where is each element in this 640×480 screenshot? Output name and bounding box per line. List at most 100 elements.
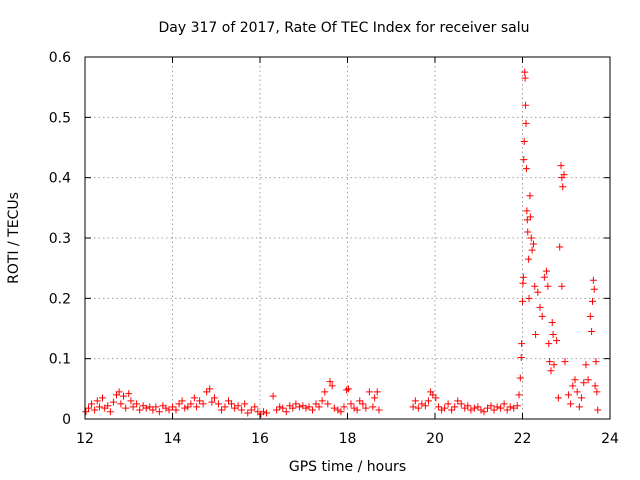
data-point (454, 397, 462, 405)
data-point (418, 400, 426, 408)
data-point (549, 331, 557, 339)
data-point (409, 403, 417, 411)
y-tick-label: 0.5 (49, 110, 71, 126)
data-point (526, 213, 534, 221)
data-point (560, 171, 568, 179)
data-point (547, 367, 555, 375)
data-point (528, 246, 536, 254)
data-point (263, 409, 271, 417)
data-point (474, 403, 482, 411)
x-tick-label: 18 (339, 431, 357, 447)
data-point (497, 404, 505, 412)
data-point (487, 402, 495, 410)
data-point (82, 408, 90, 416)
data-point (441, 404, 449, 412)
data-point (149, 406, 157, 414)
data-point (125, 390, 133, 398)
data-point (117, 400, 125, 408)
data-point (464, 402, 472, 410)
data-point (146, 403, 154, 411)
data-point (421, 402, 429, 410)
data-point (88, 400, 96, 408)
data-point (448, 406, 456, 414)
data-point (208, 398, 216, 406)
data-point (546, 358, 554, 366)
data-point (414, 404, 422, 412)
data-point (438, 406, 446, 414)
data-point (567, 400, 575, 408)
data-point (315, 403, 323, 411)
data-point (503, 406, 511, 414)
data-point (133, 400, 141, 408)
data-point (527, 234, 535, 242)
data-point (369, 403, 377, 411)
data-point (524, 228, 532, 236)
data-point (424, 397, 432, 405)
data-point (225, 397, 232, 405)
data-point (211, 394, 218, 402)
x-tick-label: 22 (514, 431, 532, 447)
data-point (540, 273, 548, 281)
data-point (206, 385, 214, 393)
data-point (532, 331, 540, 339)
y-tick-label: 0.4 (49, 171, 71, 187)
data-point (444, 400, 452, 408)
data-point (500, 400, 508, 408)
data-point (221, 403, 229, 411)
data-point (569, 382, 577, 390)
data-points (82, 68, 602, 418)
data-point (519, 297, 526, 305)
data-point (591, 382, 599, 390)
data-point (432, 394, 440, 402)
data-point (251, 403, 259, 411)
data-point (330, 404, 338, 412)
data-point (193, 403, 201, 411)
data-point (586, 312, 594, 320)
data-point (324, 400, 332, 408)
data-point (519, 273, 527, 281)
data-point (525, 294, 533, 302)
x-tick-label: 20 (426, 431, 444, 447)
data-point (545, 340, 553, 348)
data-point (122, 404, 130, 412)
data-point (521, 74, 529, 82)
data-point (234, 402, 242, 410)
y-axis-label: ROTI / TECUs (6, 192, 22, 284)
data-point (411, 397, 419, 405)
data-point (525, 255, 533, 263)
data-point (155, 408, 163, 416)
data-point (522, 101, 530, 109)
data-point (590, 285, 598, 293)
data-point (190, 394, 198, 402)
y-tick-label: 0 (62, 412, 71, 428)
data-point (196, 397, 204, 405)
data-point (142, 404, 150, 412)
data-point (515, 391, 523, 399)
data-point (589, 297, 596, 305)
data-point (282, 408, 290, 416)
data-point (85, 404, 92, 412)
data-point (260, 408, 267, 416)
x-tick-label: 16 (251, 431, 269, 447)
data-point (312, 400, 320, 408)
data-point (172, 406, 180, 414)
data-point (589, 276, 597, 284)
data-point (91, 406, 99, 414)
data-point (302, 404, 310, 412)
x-axis-label: GPS time / hours (289, 459, 406, 475)
data-point (467, 406, 475, 414)
y-tick-label: 0.6 (49, 50, 71, 66)
data-point (165, 406, 173, 414)
data-point (519, 279, 527, 287)
data-point (162, 404, 170, 412)
data-point (556, 243, 564, 251)
data-point (493, 403, 501, 411)
data-point (578, 394, 586, 402)
data-point (353, 406, 361, 414)
data-point (451, 403, 459, 411)
data-point (279, 404, 287, 412)
data-point (457, 400, 465, 408)
data-point (518, 340, 526, 348)
data-point (548, 318, 556, 326)
